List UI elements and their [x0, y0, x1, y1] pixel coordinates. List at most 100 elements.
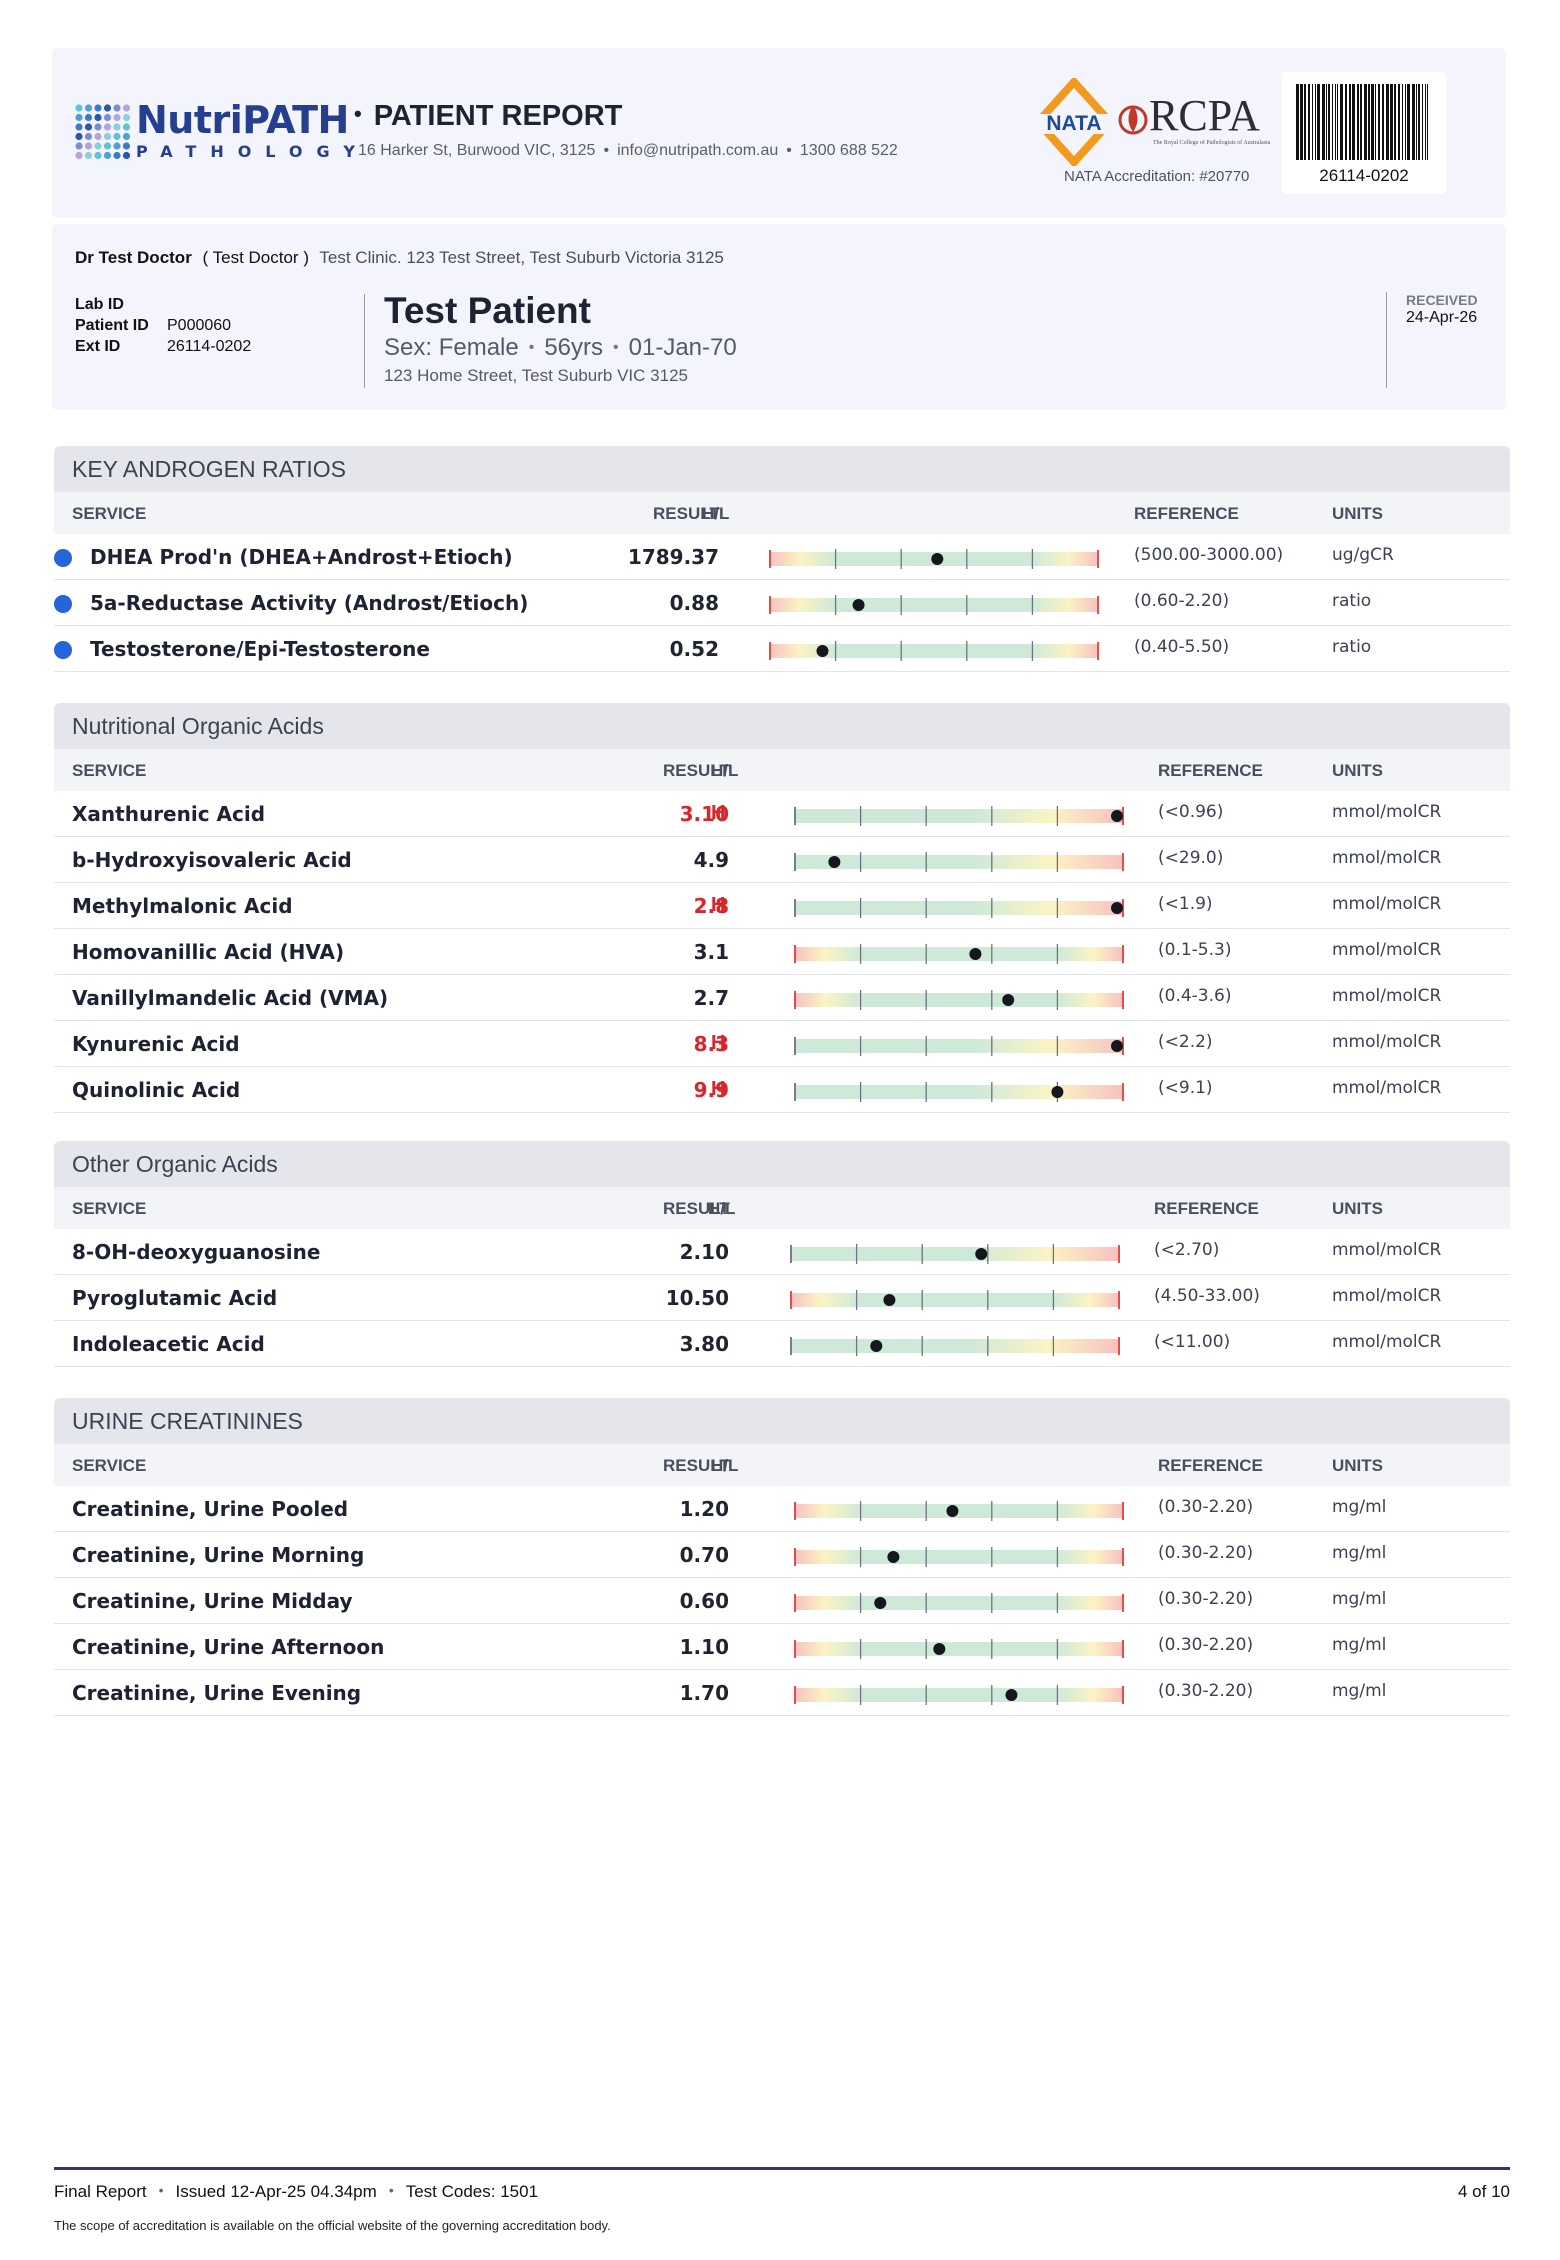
units: mmol/molCR — [1332, 1332, 1442, 1352]
nata-accreditation: NATA Accreditation: #20770 — [1064, 168, 1250, 185]
barcode-bar — [1402, 84, 1403, 160]
gauge-bar — [795, 1039, 1123, 1053]
range-gauge — [794, 1685, 1124, 1705]
gauge-marker — [874, 1597, 887, 1609]
result-value: 10.50 — [665, 1286, 729, 1310]
logo-dot — [113, 142, 121, 150]
service-name: Testosterone/Epi-Testosterone — [90, 637, 430, 661]
ext-id-row: Ext ID 26114-0202 — [75, 336, 251, 357]
column-header-hl: H/L — [711, 761, 739, 780]
range-gauge — [794, 944, 1124, 964]
rcpa-logo-subtitle: The Royal College of Pathologists of Aus… — [1153, 140, 1271, 146]
logo-dot — [94, 123, 102, 131]
range-gauge — [794, 1639, 1124, 1659]
gauge-marker — [1111, 902, 1123, 914]
gauge-marker — [887, 1551, 900, 1563]
lab-email[interactable]: info@nutripath.com.au — [617, 142, 779, 159]
result-value: 0.88 — [669, 591, 719, 615]
logo-dot — [103, 113, 112, 122]
reference-range: (500.00-3000.00) — [1134, 545, 1284, 565]
table-row: Creatinine, Urine Morning 0.70 (0.30-2.20)… — [54, 1532, 1510, 1578]
service-name: Kynurenic Acid — [72, 1032, 240, 1056]
range-gauge — [794, 1082, 1124, 1102]
table-row: Pyroglutamic Acid 10.50 (4.50-33.00) mmol/m… — [54, 1275, 1510, 1321]
lab-contact: 16 Harker St, Burwood VIC, 3125 • info@nut… — [358, 142, 898, 160]
logo-dot — [122, 123, 131, 131]
barcode-bar — [1357, 84, 1359, 160]
barcode-bar — [1425, 84, 1426, 160]
range-gauge — [794, 1036, 1124, 1056]
lab-id-label: Lab ID — [75, 296, 124, 313]
column-header-result: RESULT — [663, 761, 730, 780]
result-value: 0.60 — [679, 1589, 729, 1613]
gauge-bar — [795, 1642, 1123, 1656]
result-value: 0.52 — [669, 637, 719, 661]
gauge-bar — [770, 644, 1098, 658]
footer-divider — [54, 2167, 1510, 2170]
service-name: Creatinine, Urine Afternoon — [72, 1635, 385, 1659]
barcode-bar — [1371, 84, 1374, 160]
gauge-marker — [931, 553, 944, 565]
reference-range: (<11.00) — [1154, 1332, 1231, 1352]
patient-id-row: Patient ID P000060 — [75, 315, 251, 336]
gauge-marker — [1005, 1689, 1018, 1701]
range-gauge — [790, 1244, 1120, 1264]
result-value: 3.1 — [693, 940, 729, 964]
separator-icon: • — [528, 339, 535, 356]
table-row: Vanillylmandelic Acid (VMA) 2.7 (0.4-3.6) m… — [54, 975, 1510, 1021]
gauge-marker — [1111, 1040, 1123, 1052]
table-row: b-Hydroxyisovaleric Acid 4.9 (<29.0) mmol/m… — [54, 837, 1510, 883]
logo-dot — [122, 104, 131, 112]
nata-logo-text: NATA — [1046, 112, 1101, 135]
logo-dot — [84, 142, 93, 150]
reference-range: (0.4-3.6) — [1158, 986, 1232, 1006]
barcode-number: 26114-0202 — [1319, 166, 1409, 185]
range-gauge — [794, 806, 1124, 826]
patient-id-label: Patient ID — [75, 317, 149, 334]
column-header-row: SERVICE RESULT H/L REFERENCE UNITS — [54, 492, 1510, 534]
range-gauge — [794, 1593, 1124, 1613]
column-header-units: UNITS — [1332, 761, 1383, 780]
range-gauge — [794, 852, 1124, 872]
results-section-1: Nutritional Organic Acids SERVICE RESULT H/… — [54, 703, 1510, 1113]
units: ratio — [1332, 637, 1372, 657]
table-row: Creatinine, Urine Evening 1.70 (0.30-2.20)… — [54, 1670, 1510, 1716]
logo-dot — [75, 142, 83, 150]
gauge-bar — [791, 1247, 1119, 1261]
gauge-bar — [795, 901, 1123, 915]
rcpa-logo-text: RCPA — [1149, 91, 1260, 140]
barcode-bar — [1407, 84, 1410, 160]
column-header-service: SERVICE — [72, 1199, 147, 1218]
table-row: 5a-Reductase Activity (Androst/Etioch) 0.… — [54, 580, 1510, 626]
separator-icon: • — [603, 142, 610, 159]
reference-range: (0.30-2.20) — [1158, 1497, 1254, 1517]
high-low-flag: H — [711, 1078, 726, 1100]
service-name: Creatinine, Urine Midday — [72, 1589, 353, 1613]
doctor-nickname: ( Test Doctor ) — [202, 248, 309, 267]
column-header-result: RESULT — [663, 1199, 730, 1218]
brand-subtitle: PATHOLOGY — [136, 142, 369, 161]
service-name: Pyroglutamic Acid — [72, 1286, 278, 1310]
logo-dot — [94, 142, 102, 150]
barcode-bar — [1390, 84, 1393, 160]
units: mmol/molCR — [1332, 986, 1442, 1006]
lab-address: 16 Harker St, Burwood VIC, 3125 — [358, 142, 596, 159]
range-gauge — [794, 898, 1124, 918]
barcode-bar — [1427, 84, 1428, 160]
logo-dot — [75, 123, 83, 131]
patient-demographics: Sex: Female • 56yrs • 01-Jan-70 — [384, 334, 737, 362]
doctor-line: Dr Test Doctor ( Test Doctor ) Test Clin… — [75, 248, 724, 268]
barcode-bar — [1312, 84, 1313, 160]
range-gauge — [769, 549, 1099, 569]
table-row: Testosterone/Epi-Testosterone 0.52 (0.40-5… — [54, 626, 1510, 672]
gauge-bar — [770, 598, 1098, 612]
service-name: DHEA Prod'n (DHEA+Androst+Etioch) — [90, 545, 513, 569]
logo-dot — [103, 123, 112, 131]
barcode-bar — [1315, 84, 1316, 160]
units: mmol/molCR — [1332, 1032, 1442, 1052]
units: mg/ml — [1332, 1681, 1387, 1701]
column-header-reference: REFERENCE — [1134, 504, 1239, 523]
received-label: RECEIVED — [1406, 292, 1478, 308]
units: mmol/molCR — [1332, 940, 1442, 960]
barcode-bar — [1375, 84, 1376, 160]
